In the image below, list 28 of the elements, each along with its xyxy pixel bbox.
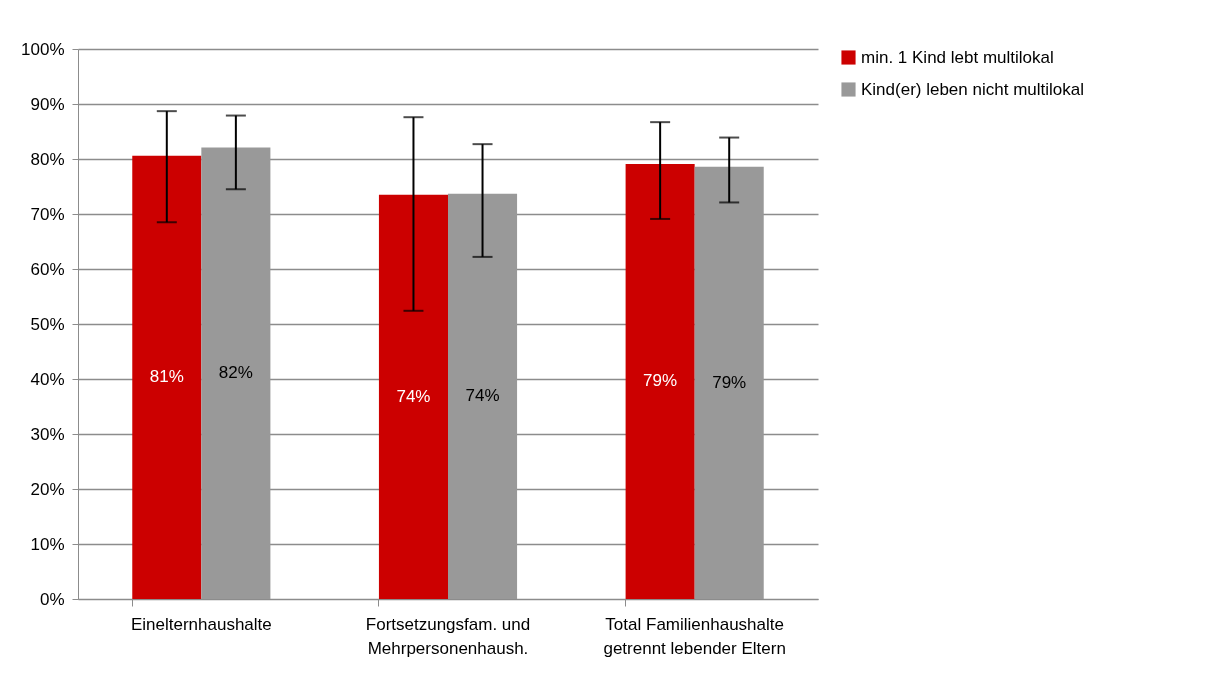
data-label: 81% [149,367,184,387]
bar [201,147,271,599]
bar [448,193,518,599]
y-tick-label: 20% [30,479,65,499]
data-label: 82% [218,363,253,383]
x-tick-label: Fortsetzungsfam. und Mehrpersonenhaush. [365,614,531,658]
y-tick-label: 10% [30,534,65,554]
y-tick-label: 100% [21,39,65,59]
legend-label: min. 1 Kind lebt multilokal [861,47,1054,67]
y-tick-label: 70% [30,204,65,224]
y-tick-label: 40% [30,369,65,389]
y-tick-label: 30% [30,424,65,444]
data-label: 79% [712,372,747,392]
bar [132,155,202,599]
bar [378,194,448,599]
data-label: 79% [643,371,678,391]
bar [694,166,764,599]
y-tick-label: 0% [39,589,65,609]
legend-label: Kind(er) leben nicht multilokal [861,79,1084,99]
y-tick-label: 50% [30,314,65,334]
x-tick-label: Einelternhaushalte [130,614,272,634]
data-label: 74% [465,386,500,406]
data-label: 74% [396,386,431,406]
x-tick-label: Total Familienhaushalte getrennt lebender Eltern [603,614,786,658]
y-tick-label: 80% [30,149,65,169]
y-tick-label: 60% [30,259,65,279]
y-tick-label: 90% [30,94,65,114]
bar [625,163,695,599]
